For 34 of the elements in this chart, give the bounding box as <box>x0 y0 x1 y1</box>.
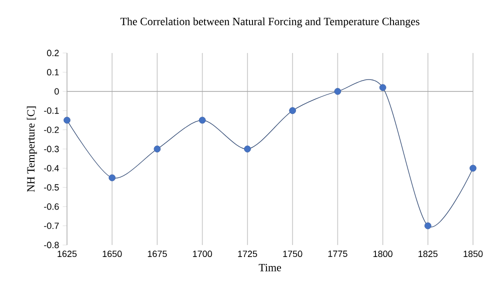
x-tick-label: 1675 <box>148 250 167 258</box>
y-tick-label: -0.2 <box>44 126 59 133</box>
point <box>289 107 296 114</box>
y-tick-label: -0.1 <box>44 107 59 114</box>
x-tick-label: 1850 <box>464 250 483 258</box>
y-tick-label: -0.3 <box>44 146 59 152</box>
point <box>154 146 161 152</box>
x-tick-label: 1650 <box>102 250 122 258</box>
point <box>108 174 116 182</box>
chart-title: The Correlation between Natural Forcing and Temperature Changes <box>120 17 420 28</box>
y-axis-title: NH Temperture [C] <box>26 106 37 192</box>
x-tick-label: 1800 <box>373 250 392 258</box>
x-tick-label: 1700 <box>193 250 212 258</box>
y-tick-label: 0.1 <box>47 69 59 76</box>
point <box>470 164 476 172</box>
y-tick-label: 0.2 <box>47 50 59 56</box>
point <box>334 88 342 95</box>
y-tick-label: -0.8 <box>44 242 59 248</box>
x-axis-title: Time <box>258 264 282 272</box>
y-tick-label: -0.6 <box>44 203 59 210</box>
y-tick-label: -0.5 <box>44 184 59 191</box>
point <box>379 84 386 91</box>
point <box>244 146 251 152</box>
x-tick-label: 1725 <box>238 250 258 258</box>
x-tick-label: 1625 <box>58 250 77 258</box>
x-tick-label: 1750 <box>283 250 302 258</box>
point <box>64 116 70 124</box>
y-tick-label: -0.4 <box>44 165 59 172</box>
x-tick-label: 1825 <box>418 250 438 258</box>
y-tick-label: -0.7 <box>44 222 59 229</box>
x-tick-label: 1775 <box>328 250 348 257</box>
point <box>198 116 206 124</box>
y-tick-label: 0 <box>54 88 59 95</box>
point <box>424 222 432 230</box>
